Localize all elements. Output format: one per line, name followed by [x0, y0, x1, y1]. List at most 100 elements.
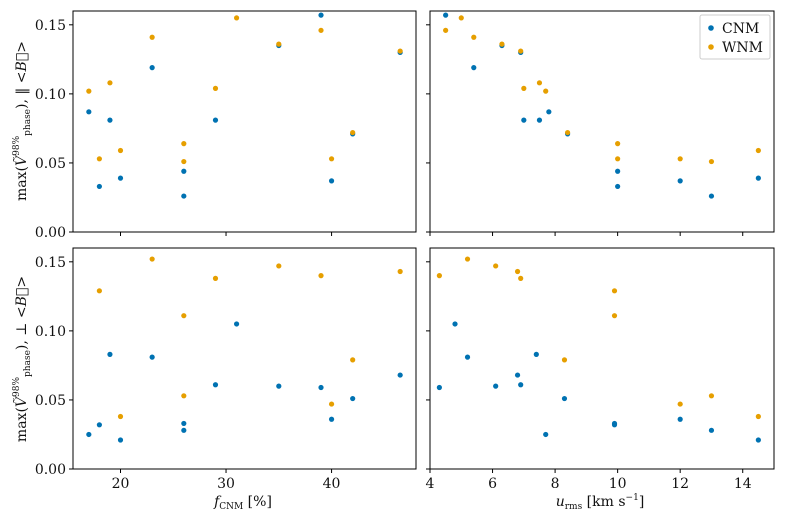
data-point: [518, 382, 524, 388]
panel-bottom-right: 4 6 8 10 12 14: [426, 247, 775, 492]
xtick-label: 20: [112, 476, 130, 492]
xtick-label: 10: [609, 476, 627, 492]
data-point: [443, 12, 449, 18]
ylabel-top: max(Ṽ98%phase), ‖ <B⃗>: [12, 41, 33, 201]
data-point: [117, 413, 124, 420]
data-point: [328, 416, 335, 422]
ytick-label: 0.00: [35, 225, 66, 241]
data-point: [233, 15, 240, 21]
data-point: [350, 129, 356, 136]
data-point: [96, 288, 102, 294]
data-point: [117, 175, 124, 181]
data-point: [149, 354, 155, 360]
data-point: [350, 357, 356, 363]
data-point: [117, 147, 124, 154]
data-point: [521, 85, 527, 91]
ytick-label: 0.05: [35, 393, 66, 409]
ytick-label: 0.05: [35, 156, 66, 172]
data-point: [471, 65, 477, 71]
data-point: [181, 393, 187, 399]
data-point: [149, 65, 155, 71]
data-point: [181, 313, 187, 319]
data-point: [518, 275, 524, 281]
data-point: [615, 156, 621, 162]
xtick-label: 40: [323, 476, 341, 492]
data-point: [546, 109, 552, 115]
data-point: [149, 34, 155, 40]
data-point: [677, 156, 683, 162]
data-point: [443, 27, 449, 33]
data-point: [543, 431, 549, 438]
ytick-label: 0.10: [35, 87, 66, 103]
data-point: [493, 383, 499, 389]
xtick-label: 30: [217, 476, 235, 492]
data-point: [561, 395, 568, 402]
data-point: [328, 178, 335, 184]
data-point: [708, 193, 715, 199]
data-point: [350, 395, 356, 402]
ytick-label: 0.15: [35, 18, 66, 34]
data-point: [755, 437, 761, 443]
series-wnm: [436, 256, 761, 420]
data-point: [276, 383, 282, 389]
data-point: [514, 268, 521, 275]
legend: CNM WNM: [699, 14, 771, 60]
data-point: [318, 273, 324, 279]
data-point: [328, 156, 335, 162]
data-point: [212, 275, 219, 281]
xtick-label: 4: [426, 476, 435, 492]
data-point: [276, 263, 282, 269]
data-point: [611, 288, 618, 294]
data-point: [755, 413, 761, 420]
data-point: [276, 41, 282, 47]
data-point: [436, 384, 442, 391]
data-point: [107, 117, 113, 123]
ytick-label: 0.10: [35, 324, 66, 340]
data-point: [615, 183, 621, 190]
data-point: [96, 422, 102, 428]
data-point: [233, 321, 240, 327]
series-cnm: [436, 321, 761, 443]
data-point: [464, 256, 471, 262]
xtick-label: 8: [551, 476, 560, 492]
data-point: [677, 416, 683, 422]
panel-top-left: 0.00 0.05 0.10 0.15: [35, 10, 417, 241]
data-point: [86, 88, 92, 94]
xtick-label: 6: [488, 476, 497, 492]
legend-box: [699, 14, 771, 60]
data-point: [397, 48, 403, 54]
xtick-label: 14: [734, 476, 752, 492]
data-point: [536, 80, 543, 86]
data-point: [318, 27, 324, 33]
panel-bottom-left: 0.00 0.05 0.10 0.15 20 30 40: [35, 247, 417, 492]
data-point: [471, 34, 477, 40]
data-point: [181, 427, 187, 433]
data-point: [212, 85, 219, 91]
data-point: [755, 175, 761, 181]
data-point: [565, 129, 571, 136]
plot-frame: [72, 10, 417, 233]
data-point: [458, 15, 464, 21]
plot-frame: [429, 247, 775, 470]
data-point: [212, 117, 219, 123]
data-point: [499, 41, 505, 47]
data-point: [536, 117, 543, 123]
data-point: [708, 393, 715, 399]
data-point: [328, 401, 335, 407]
panel-top-right: CNM WNM: [426, 10, 775, 236]
plot-frame: [72, 247, 417, 470]
ytick-label: 0.15: [35, 255, 66, 271]
data-point: [521, 117, 527, 123]
data-point: [561, 357, 568, 363]
series-cnm: [86, 321, 403, 443]
xlabel-bottom-left: fCNM [%]: [213, 494, 272, 512]
data-point: [318, 384, 324, 391]
data-point: [181, 141, 187, 147]
data-point: [615, 168, 621, 174]
data-point: [117, 437, 124, 443]
data-point: [86, 109, 92, 115]
series-cnm: [86, 12, 403, 199]
data-point: [543, 88, 549, 94]
data-point: [181, 420, 187, 427]
